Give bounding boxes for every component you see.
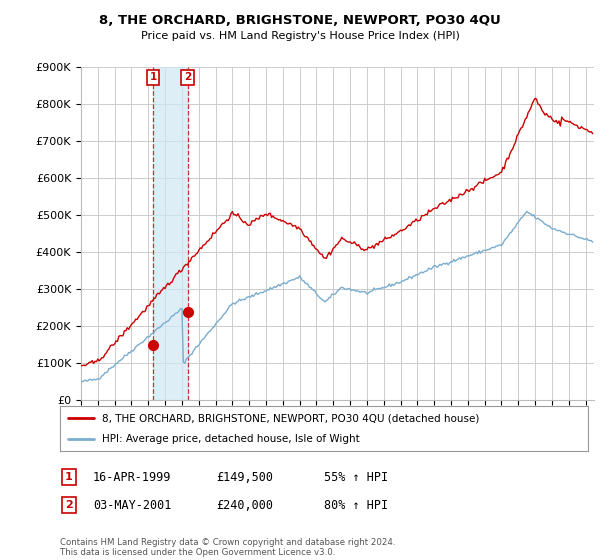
Bar bbox=[153, 67, 188, 400]
Text: 8, THE ORCHARD, BRIGHSTONE, NEWPORT, PO30 4QU (detached house): 8, THE ORCHARD, BRIGHSTONE, NEWPORT, PO3… bbox=[102, 413, 479, 423]
Text: 80% ↑ HPI: 80% ↑ HPI bbox=[324, 498, 388, 512]
Text: £240,000: £240,000 bbox=[216, 498, 273, 512]
Text: 1: 1 bbox=[149, 72, 157, 82]
Text: £149,500: £149,500 bbox=[216, 470, 273, 484]
Text: 2: 2 bbox=[65, 500, 73, 510]
Text: 16-APR-1999: 16-APR-1999 bbox=[93, 470, 172, 484]
Text: 8, THE ORCHARD, BRIGHSTONE, NEWPORT, PO30 4QU: 8, THE ORCHARD, BRIGHSTONE, NEWPORT, PO3… bbox=[99, 14, 501, 27]
Text: 55% ↑ HPI: 55% ↑ HPI bbox=[324, 470, 388, 484]
Text: Price paid vs. HM Land Registry's House Price Index (HPI): Price paid vs. HM Land Registry's House … bbox=[140, 31, 460, 41]
Text: 1: 1 bbox=[65, 472, 73, 482]
Text: 03-MAY-2001: 03-MAY-2001 bbox=[93, 498, 172, 512]
Text: Contains HM Land Registry data © Crown copyright and database right 2024.
This d: Contains HM Land Registry data © Crown c… bbox=[60, 538, 395, 557]
Text: 2: 2 bbox=[184, 72, 191, 82]
Text: HPI: Average price, detached house, Isle of Wight: HPI: Average price, detached house, Isle… bbox=[102, 433, 360, 444]
